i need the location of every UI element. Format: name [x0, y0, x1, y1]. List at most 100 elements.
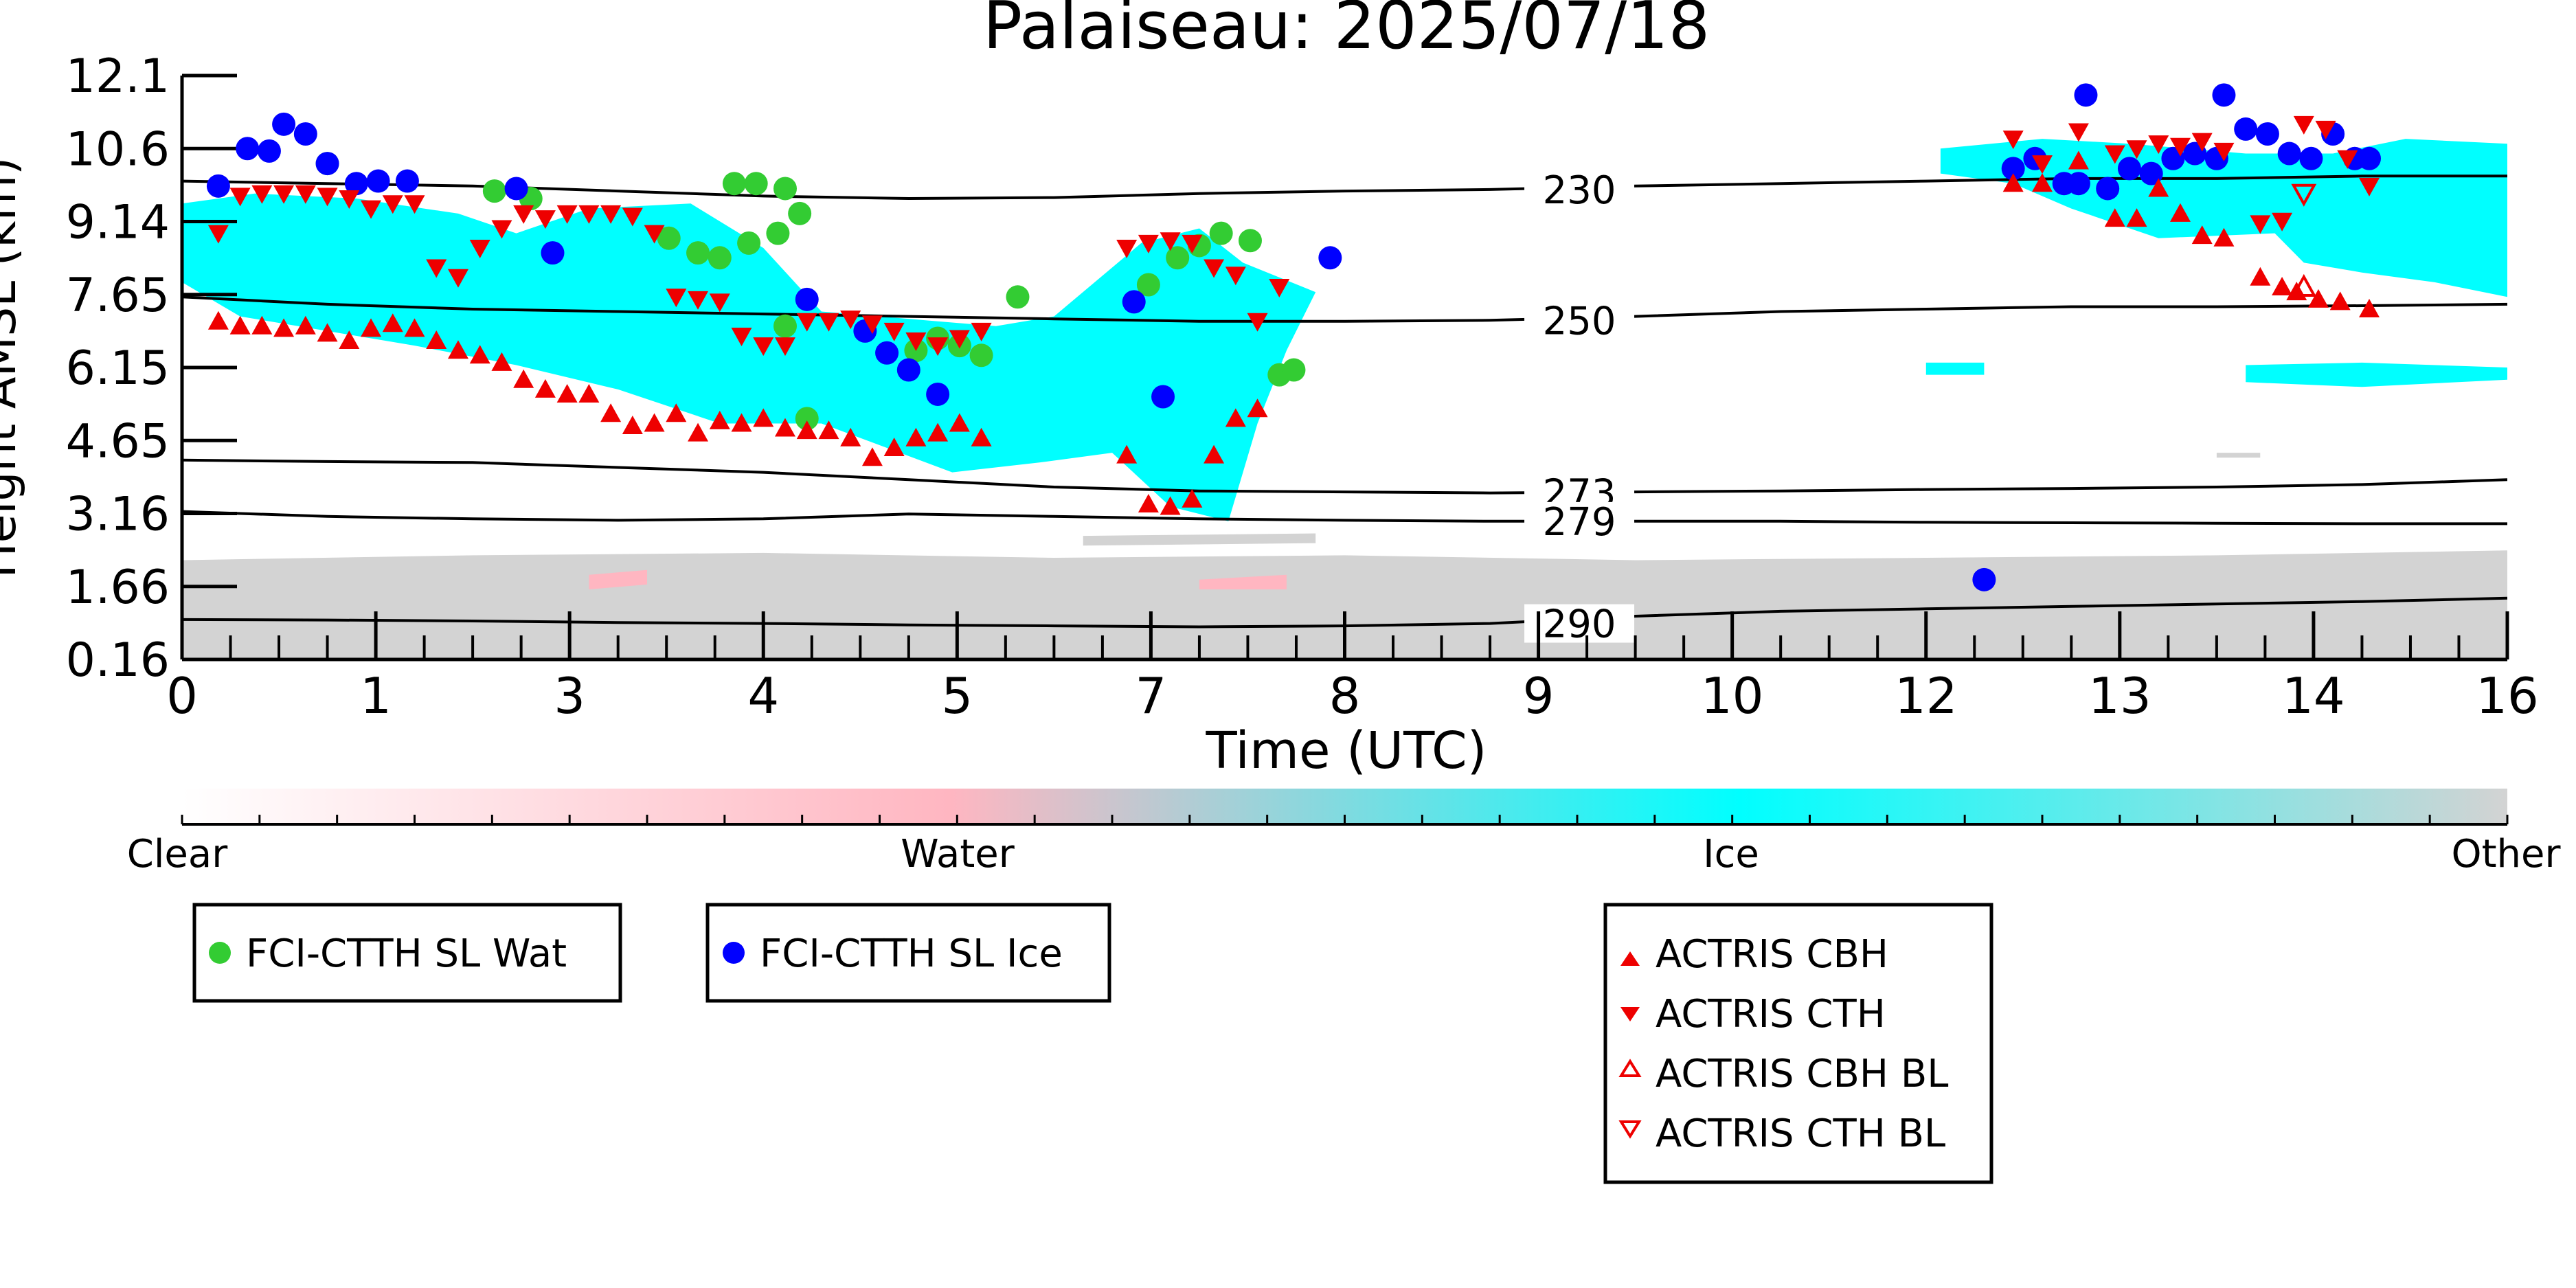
legend-cth-bl-marker: [1618, 1120, 1642, 1139]
isotherm-line: [182, 458, 2507, 495]
data-point: [229, 188, 251, 207]
y-tick-label: 3.16: [66, 488, 170, 542]
data-point: [666, 403, 687, 422]
data-point: [926, 382, 950, 406]
isotherm-label: 290: [1543, 602, 1616, 647]
data-point: [404, 318, 425, 337]
data-point: [2315, 120, 2336, 139]
data-point: [207, 310, 229, 330]
data-point: [971, 322, 992, 341]
y-tick-label: 10.6: [66, 122, 170, 177]
legend-cbh-marker: [1620, 951, 1640, 966]
data-point: [2104, 208, 2125, 227]
isotherm-label-bg: [1524, 604, 1635, 643]
legend-cbh-label: ACTRIS CBH: [1656, 932, 1888, 977]
data-point: [2250, 267, 2271, 286]
data-point: [840, 310, 861, 330]
data-point: [556, 205, 578, 224]
x-tick-label: 10: [1701, 667, 1764, 725]
data-point: [447, 340, 468, 359]
x-axis-label: Time (UTC): [1205, 721, 1487, 780]
data-point: [2337, 150, 2358, 169]
data-point: [2359, 299, 2380, 317]
y-tick-label: 4.65: [66, 414, 170, 468]
data-point: [206, 174, 230, 198]
data-point: [927, 422, 949, 442]
cloud-region: [589, 569, 647, 589]
data-point: [1138, 234, 1159, 253]
data-point: [722, 172, 746, 196]
data-point: [2002, 131, 2024, 150]
colorbar-label-ice: Ice: [1703, 832, 1759, 877]
data-point: [339, 330, 360, 350]
legend-ice-label: FCI-CTTH SL Ice: [760, 931, 1063, 976]
data-point: [2291, 183, 2317, 207]
data-point: [1209, 221, 1233, 245]
data-point: [2272, 212, 2293, 231]
data-point: [708, 246, 732, 270]
x-tick-label: 3: [554, 667, 585, 725]
data-point: [339, 190, 360, 210]
data-point: [534, 210, 556, 229]
data-point: [426, 330, 447, 350]
data-point: [1247, 313, 1268, 332]
data-point: [644, 413, 665, 432]
data-point: [1166, 246, 1190, 270]
x-tick-label: 5: [941, 667, 973, 725]
data-point: [395, 169, 419, 193]
data-point: [2191, 133, 2213, 152]
data-point: [1247, 398, 1268, 418]
x-tick-label: 14: [2282, 667, 2345, 725]
isotherm-label-bg: [1524, 170, 1635, 209]
data-point: [2213, 227, 2235, 247]
data-point: [2359, 177, 2380, 196]
x-tick-label: 13: [2088, 667, 2151, 725]
colorbar: Clear Water Ice Other: [127, 789, 2561, 877]
data-point: [426, 259, 447, 278]
data-point: [315, 152, 339, 176]
data-point: [1136, 273, 1160, 297]
cloud-region: [2216, 453, 2261, 458]
data-point: [1269, 279, 1290, 298]
isotherm-label: 250: [1543, 299, 1616, 343]
data-point: [2293, 115, 2314, 135]
data-point: [534, 379, 556, 398]
data-point: [2139, 161, 2163, 185]
data-point: [2001, 157, 2025, 181]
data-point: [2299, 146, 2323, 170]
data-point: [2234, 117, 2258, 141]
x-tick-label: 16: [2476, 667, 2539, 725]
data-point: [905, 427, 927, 447]
data-point: [766, 221, 790, 245]
cloud-region: [2246, 362, 2507, 387]
chart-title: Palaiseau: 2025/07/18: [983, 0, 1710, 64]
data-point: [2358, 146, 2382, 170]
data-point: [774, 418, 795, 437]
data-point: [382, 195, 403, 214]
data-point: [1151, 385, 1175, 409]
data-point: [317, 188, 338, 207]
y-axis-label: Height AMSL (km): [0, 157, 27, 578]
colorbar-label-other: Other: [2451, 832, 2561, 877]
data-point: [1318, 246, 1342, 270]
legend-cth-label: ACTRIS CTH: [1656, 992, 1886, 1037]
data-point: [2329, 291, 2351, 310]
legend-cbh-bl-marker: [1618, 1059, 1642, 1077]
data-point: [1160, 232, 1181, 251]
data-point: [622, 207, 643, 227]
data-point: [1238, 229, 1262, 253]
data-point: [1182, 234, 1203, 253]
legend-ice-marker: [723, 942, 745, 964]
cloud-region: [1925, 362, 1985, 375]
data-point: [731, 327, 752, 346]
data-point: [469, 345, 490, 364]
data-point: [2148, 135, 2169, 155]
y-tick-label: 7.65: [66, 269, 170, 323]
data-point: [1006, 285, 1030, 309]
data-point: [744, 172, 768, 196]
data-point: [2213, 142, 2235, 161]
data-point: [578, 205, 600, 224]
data-point: [2277, 142, 2301, 166]
data-point: [556, 383, 578, 403]
